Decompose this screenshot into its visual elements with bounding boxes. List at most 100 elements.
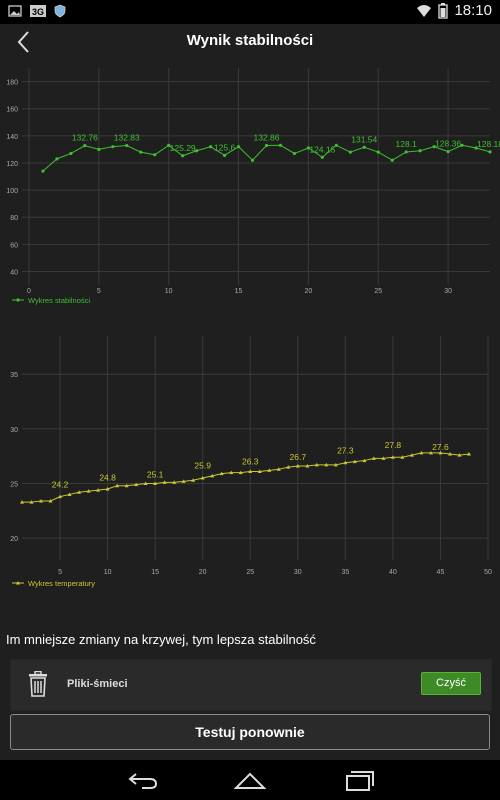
temperature-xtick-label: 30	[294, 569, 302, 576]
temperature-data-label: 25.9	[194, 461, 211, 471]
stability-point	[334, 143, 338, 147]
stability-xtick-label: 20	[304, 288, 312, 295]
temperature-point	[352, 459, 357, 464]
stability-hint: Im mniejsze zmiany na krzywej, tym lepsz…	[6, 632, 316, 647]
temperature-point	[438, 450, 443, 455]
temperature-xtick-label: 20	[199, 569, 207, 576]
stability-point	[125, 143, 129, 148]
temperature-point	[86, 489, 91, 493]
temperature-point	[286, 465, 291, 469]
stability-data-label: 125.6	[214, 142, 236, 152]
stability-point	[320, 155, 324, 159]
status-bar: 3G 18:10	[0, 0, 500, 24]
temperature-point	[200, 476, 205, 480]
back-button[interactable]	[10, 26, 40, 58]
retest-button[interactable]: Testuj ponownie	[10, 714, 490, 750]
stability-point	[195, 149, 199, 153]
stability-xtick-label: 25	[374, 288, 382, 295]
stability-ytick-label: 120	[6, 161, 18, 168]
temperature-xtick-label: 10	[104, 569, 112, 576]
temperature-point	[153, 481, 158, 486]
stability-ytick-label: 160	[6, 107, 18, 114]
temperature-point	[96, 488, 101, 492]
shield-icon	[54, 4, 66, 18]
stability-series-line	[42, 144, 491, 172]
temperature-point	[162, 480, 167, 484]
stability-point	[83, 144, 87, 148]
stability-data-label: 128.18	[477, 139, 500, 149]
temperature-xtick-label: 15	[151, 569, 159, 576]
trash-icon	[29, 671, 47, 697]
stability-xtick-label: 0	[27, 288, 31, 295]
temperature-legend-label: Wykres temperatury	[28, 579, 95, 588]
temperature-xtick-label: 5	[58, 569, 62, 576]
stability-legend-label: Wykres stabilności	[28, 296, 90, 305]
stability-point	[139, 150, 143, 154]
temperature-xtick-label: 50	[484, 569, 492, 576]
temperature-data-label: 27.8	[385, 440, 402, 450]
stability-point	[446, 149, 450, 154]
stability-xtick-label: 5	[97, 288, 101, 295]
temperature-point	[409, 453, 414, 457]
stability-point	[348, 150, 352, 154]
junk-files-panel: Pliki-śmieci Czyść	[10, 659, 492, 711]
stability-point	[250, 158, 255, 162]
temperature-series-line	[22, 452, 470, 503]
temperature-point	[362, 458, 367, 463]
stability-point	[208, 145, 213, 149]
temperature-data-label: 25.1	[147, 469, 164, 479]
stability-data-label: 132.76	[72, 133, 98, 143]
stability-point	[236, 145, 241, 149]
stability-ytick-label: 60	[10, 242, 18, 249]
back-nav-icon[interactable]	[122, 766, 162, 794]
temperature-point	[219, 471, 224, 476]
status-right: 18:10	[416, 2, 492, 19]
stability-point	[418, 149, 422, 153]
temperature-point	[276, 467, 281, 471]
temperature-xtick-label: 25	[246, 569, 254, 576]
temperature-point	[143, 481, 148, 486]
temperature-point	[324, 462, 329, 467]
stability-point	[222, 153, 227, 157]
temperature-point	[67, 492, 72, 496]
stability-point	[390, 158, 394, 162]
clear-button[interactable]: Czyść	[421, 672, 481, 695]
temperature-ytick-label: 20	[10, 536, 18, 543]
temperature-data-label: 24.8	[99, 473, 116, 483]
temperature-xtick-label: 45	[437, 569, 445, 576]
stability-point	[181, 154, 185, 158]
stability-point	[376, 150, 380, 154]
temperature-legend-marker	[16, 581, 20, 585]
temperature-point	[229, 470, 234, 475]
stability-data-label: 125.29	[170, 143, 196, 153]
battery-icon	[438, 2, 449, 19]
navigation-bar	[0, 760, 500, 800]
stability-data-label: 124.15	[309, 144, 335, 154]
temperature-point	[390, 455, 395, 459]
temperature-ytick-label: 25	[10, 482, 18, 489]
temperature-point	[181, 479, 186, 483]
temperature-point	[333, 462, 338, 467]
stability-point	[432, 145, 436, 149]
temperature-data-label: 27.6	[432, 442, 449, 452]
stability-chart: 40 60 80 100 120 140 160 180 0 5 10 15 20 25 30 132.76 1…	[6, 68, 500, 305]
recent-apps-nav-icon[interactable]	[338, 766, 378, 794]
temperature-point	[191, 478, 196, 482]
stability-point	[292, 151, 297, 156]
temperature-point	[172, 480, 177, 484]
page-title: Wynik stabilności	[186, 32, 314, 49]
home-nav-icon[interactable]	[230, 766, 270, 794]
stability-ytick-label: 40	[10, 269, 18, 276]
stability-point	[264, 143, 269, 148]
temperature-point	[48, 498, 53, 503]
temperature-point	[105, 486, 110, 491]
stability-point	[55, 157, 59, 161]
stability-xtick-label: 10	[165, 288, 173, 295]
temperature-point	[210, 473, 215, 478]
temperature-data-label: 24.2	[52, 479, 69, 489]
stability-point	[488, 150, 492, 154]
stability-data-label: 132.83	[114, 133, 140, 143]
temperature-point	[115, 483, 120, 488]
stability-point	[362, 145, 366, 149]
temperature-point	[457, 453, 462, 457]
